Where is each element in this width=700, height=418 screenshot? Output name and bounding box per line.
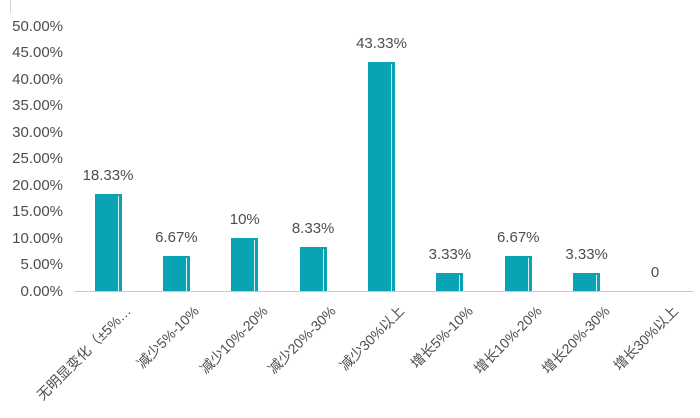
y-tick-label: 0.00% bbox=[20, 282, 63, 300]
bar-value-label: 6.67% bbox=[155, 229, 198, 246]
bar-value-label: 6.67% bbox=[496, 229, 540, 246]
category-label: 增长10%-20% bbox=[470, 302, 545, 377]
y-tick-label: 45.00% bbox=[12, 44, 63, 62]
bar bbox=[436, 273, 464, 291]
bar-value-label: 10% bbox=[229, 211, 260, 228]
y-tick-label: 25.00% bbox=[12, 150, 63, 168]
bar bbox=[504, 256, 532, 291]
y-tick-label: 15.00% bbox=[12, 203, 63, 221]
bar bbox=[299, 247, 327, 291]
bar-value-label: 3.33% bbox=[428, 246, 472, 263]
bar-value-label: 18.33% bbox=[82, 167, 134, 184]
y-tick-label: 50.00% bbox=[12, 18, 63, 35]
category-label: 减少10%-20% bbox=[196, 302, 271, 377]
bar-value-label: 3.33% bbox=[565, 246, 608, 263]
category-label: 无明显变化（±5%… bbox=[33, 302, 135, 404]
category-label: 增长30%以上 bbox=[610, 302, 682, 374]
category-label: 减少20%-30% bbox=[265, 302, 340, 377]
category-label: 减少5%-10% bbox=[133, 302, 203, 372]
bar bbox=[231, 238, 259, 291]
bar-value-label: 0 bbox=[650, 264, 660, 281]
y-tick-label: 5.00% bbox=[20, 256, 63, 274]
x-axis-line bbox=[74, 291, 693, 292]
y-tick-label: 35.00% bbox=[12, 97, 63, 115]
category-label: 增长5%-10% bbox=[407, 302, 476, 372]
bar bbox=[573, 273, 601, 291]
bar-value-label: 43.33% bbox=[356, 35, 407, 52]
bar bbox=[162, 256, 190, 291]
bar-value-label: 8.33% bbox=[291, 220, 335, 237]
y-tick-label: 10.00% bbox=[12, 229, 63, 247]
decorative-edge-line bbox=[10, 0, 11, 13]
bar bbox=[368, 62, 395, 291]
y-tick-label: 20.00% bbox=[12, 176, 63, 194]
y-tick-label: 40.00% bbox=[12, 70, 63, 88]
y-tick-label: 30.00% bbox=[12, 123, 63, 141]
bar bbox=[94, 194, 122, 291]
category-label: 减少30%以上 bbox=[336, 302, 408, 374]
category-label: 增长20%-30% bbox=[538, 302, 613, 377]
